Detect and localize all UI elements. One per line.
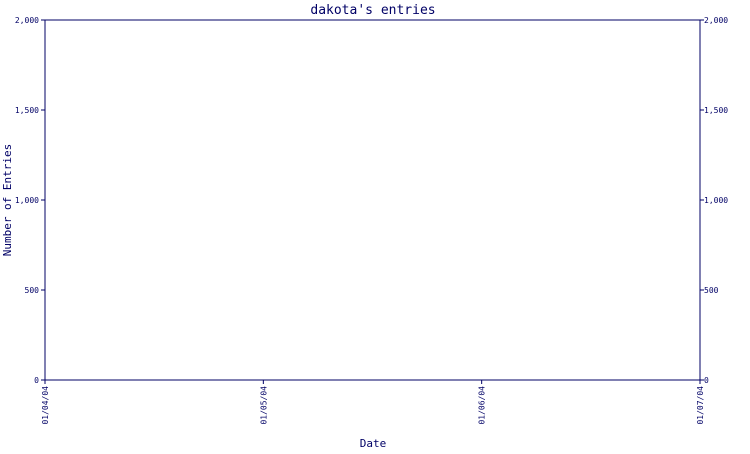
y-axis-label: Number of Entries — [1, 144, 14, 257]
x-tick-label: 01/04/04 — [41, 386, 50, 425]
y-tick-label-right: 500 — [704, 286, 719, 295]
y-tick-label-right: 2,000 — [704, 16, 728, 25]
y-tick-label-right: 0 — [704, 376, 709, 385]
y-axis-right: 0 500 1,000 1,500 2,000 — [700, 16, 728, 385]
x-axis-label: Date — [360, 437, 387, 450]
y-tick-label-right: 1,500 — [704, 106, 728, 115]
x-axis: 01/04/04 01/05/04 01/06/04 01/07/04 — [41, 380, 705, 425]
y-tick-label-left: 500 — [25, 286, 40, 295]
y-axis-left: 0 500 1,000 1,500 2,000 — [15, 16, 45, 385]
y-tick-label-left: 1,500 — [15, 106, 39, 115]
y-tick-label-left: 1,000 — [15, 196, 39, 205]
y-tick-label-left: 2,000 — [15, 16, 39, 25]
y-tick-label-left: 0 — [34, 376, 39, 385]
chart-title: dakota's entries — [310, 3, 435, 18]
x-tick-label: 01/05/04 — [259, 386, 268, 425]
x-tick-label: 01/06/04 — [478, 386, 487, 425]
plot-area — [44, 19, 701, 381]
y-tick-label-right: 1,000 — [704, 196, 728, 205]
x-tick-label: 01/07/04 — [696, 386, 705, 425]
